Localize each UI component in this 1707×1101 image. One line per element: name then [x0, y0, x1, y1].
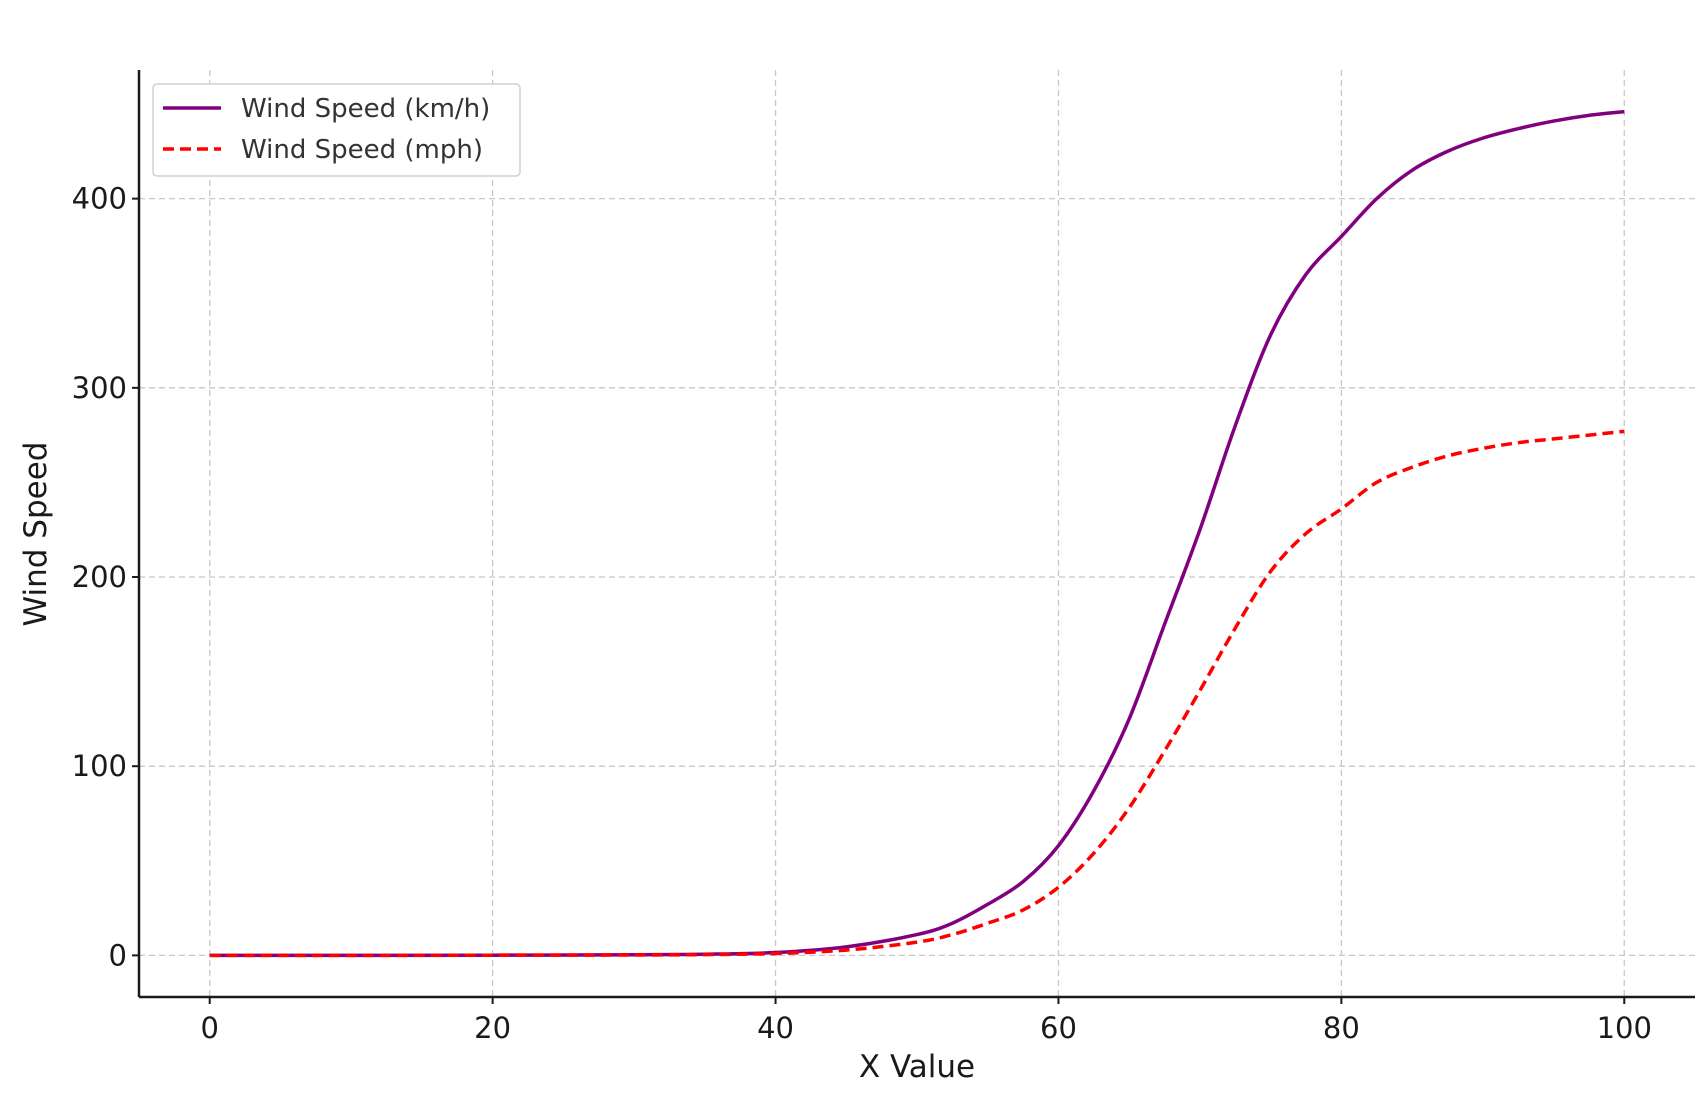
- legend-box: [152, 83, 521, 177]
- legend-label-mph: Wind Speed (mph): [241, 135, 483, 165]
- x-tick-label: 0: [201, 1011, 219, 1045]
- grid: [139, 70, 1695, 997]
- y-tick-label: 200: [72, 560, 127, 594]
- y-axis-label: Wind Speed: [18, 442, 54, 627]
- y-tick-label: 0: [109, 938, 127, 972]
- x-tick-label: 20: [474, 1011, 511, 1045]
- y-tick-label: 100: [72, 749, 127, 783]
- series-layer: [209, 109, 1625, 958]
- legend-label-km-h: Wind Speed (km/h): [241, 94, 490, 124]
- y-tick-label: 300: [72, 371, 127, 405]
- legend: Wind Speed (km/h) Wind Speed (mph): [152, 83, 521, 177]
- x-axis-label: X Value: [859, 1049, 975, 1085]
- series-line-mph: [209, 429, 1625, 958]
- x-tick-label: 80: [1323, 1011, 1360, 1045]
- x-tick-label: 100: [1597, 1011, 1652, 1045]
- series-line-km-h: [209, 109, 1625, 958]
- y-tick-label: 400: [72, 182, 127, 216]
- x-tick-label: 40: [757, 1011, 794, 1045]
- x-tick-label: 60: [1040, 1011, 1077, 1045]
- ticks: 0 20 40 60 80 100 0 100 200 300 400: [72, 182, 1652, 1045]
- axes: [137, 70, 1695, 999]
